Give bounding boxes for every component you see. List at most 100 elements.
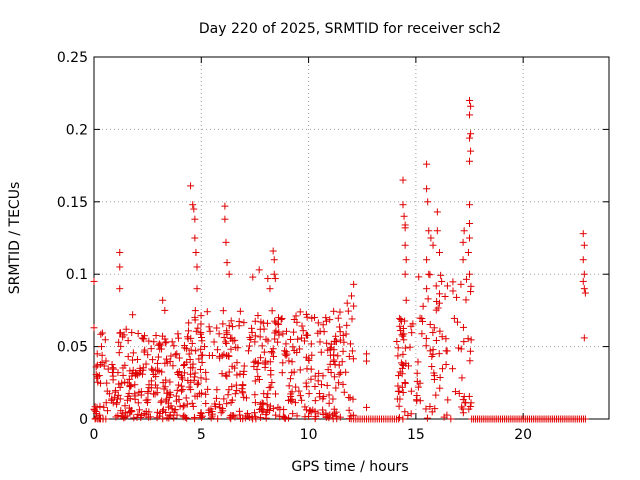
data-point [98, 351, 106, 359]
data-point [193, 285, 201, 293]
y-tick-label: 0.25 [57, 50, 88, 66]
data-point [116, 383, 124, 391]
data-point [115, 338, 123, 346]
data-point [423, 285, 431, 293]
data-point [296, 308, 304, 316]
data-point [257, 318, 265, 326]
data-point [404, 411, 412, 419]
data-point [467, 336, 475, 344]
data-point [319, 406, 327, 414]
data-point [135, 406, 143, 414]
data-point [207, 414, 215, 422]
data-point [189, 201, 197, 209]
data-point [116, 248, 124, 256]
data-point [442, 360, 450, 368]
data-point [422, 342, 430, 350]
data-point [301, 403, 309, 411]
data-point [466, 270, 474, 278]
data-point [363, 350, 371, 358]
data-point [255, 266, 263, 274]
data-point [213, 346, 221, 354]
data-point [140, 335, 148, 343]
data-point [205, 409, 213, 417]
data-point [433, 297, 441, 305]
data-point [191, 234, 199, 242]
data-point [197, 409, 205, 417]
data-point [159, 406, 167, 414]
data-point [107, 396, 115, 404]
data-point [579, 256, 587, 264]
data-point [299, 327, 307, 335]
data-point [258, 408, 266, 416]
data-point [215, 400, 223, 408]
data-point [413, 392, 421, 400]
data-point [254, 312, 262, 320]
data-point [307, 375, 315, 383]
data-point [438, 333, 446, 341]
data-point [304, 331, 312, 339]
data-point [363, 403, 371, 411]
data-point [180, 412, 188, 420]
data-point [130, 414, 138, 422]
data-point [154, 359, 162, 367]
data-point [346, 340, 354, 348]
data-point [263, 401, 271, 409]
data-point [261, 359, 269, 367]
data-point [232, 343, 240, 351]
data-point [252, 415, 260, 423]
data-point [240, 362, 248, 370]
data-point [181, 344, 189, 352]
data-point [467, 399, 475, 407]
data-point [196, 365, 204, 373]
data-point [229, 323, 237, 331]
data-point [419, 302, 427, 310]
data-point [435, 350, 443, 358]
data-point [426, 320, 434, 328]
data-point [195, 355, 203, 363]
data-point [414, 383, 422, 391]
data-point [108, 368, 116, 376]
data-point [194, 324, 202, 332]
data-point [129, 349, 137, 357]
data-point [228, 383, 236, 391]
data-point [428, 363, 436, 371]
data-point [102, 357, 110, 365]
data-point [260, 390, 268, 398]
data-point [228, 396, 236, 404]
data-point [235, 407, 243, 415]
data-point [466, 347, 474, 355]
data-point [178, 375, 186, 383]
data-point [121, 413, 129, 421]
data-point [144, 396, 152, 404]
data-point [396, 395, 404, 403]
data-point [320, 393, 328, 401]
data-point [220, 350, 228, 358]
data-point [197, 345, 205, 353]
data-point [414, 358, 422, 366]
data-point [334, 314, 342, 322]
data-point [340, 388, 348, 396]
data-point [189, 364, 197, 372]
data-point [201, 343, 209, 351]
data-point [220, 333, 228, 341]
data-point [280, 413, 288, 421]
data-point [276, 405, 284, 413]
data-point [466, 111, 474, 119]
data-point [319, 321, 327, 329]
data-point [90, 324, 98, 332]
data-point [285, 382, 293, 390]
data-point [197, 374, 205, 382]
data-point [407, 387, 415, 395]
data-point [430, 324, 438, 332]
data-point [301, 413, 309, 421]
data-point [268, 349, 276, 357]
data-point [400, 336, 408, 344]
data-point [90, 277, 98, 285]
data-point [119, 371, 127, 379]
data-point [179, 386, 187, 394]
data-point [454, 318, 462, 326]
data-point [231, 390, 239, 398]
data-point [347, 415, 355, 423]
data-point [289, 410, 297, 418]
data-point [140, 332, 148, 340]
